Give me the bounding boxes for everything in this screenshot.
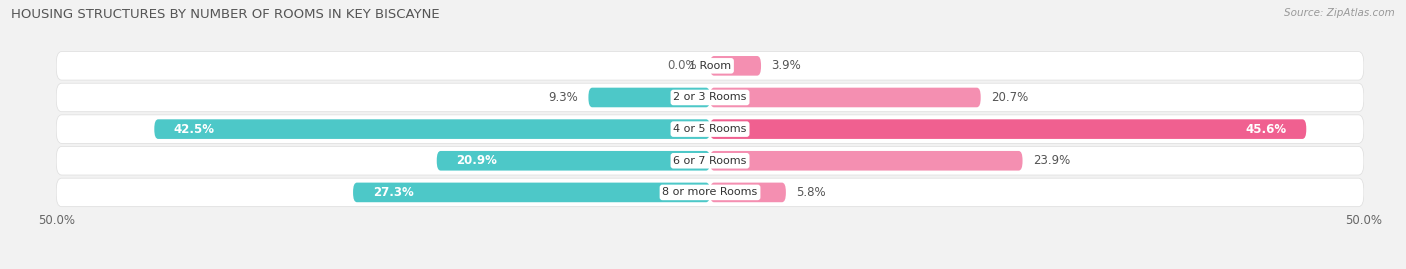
FancyBboxPatch shape (710, 56, 761, 76)
Text: 23.9%: 23.9% (1033, 154, 1070, 167)
FancyBboxPatch shape (710, 183, 786, 202)
FancyBboxPatch shape (56, 52, 1364, 80)
Text: 3.9%: 3.9% (772, 59, 801, 72)
FancyBboxPatch shape (155, 119, 710, 139)
Text: HOUSING STRUCTURES BY NUMBER OF ROOMS IN KEY BISCAYNE: HOUSING STRUCTURES BY NUMBER OF ROOMS IN… (11, 8, 440, 21)
Text: 1 Room: 1 Room (689, 61, 731, 71)
Text: 5.8%: 5.8% (796, 186, 825, 199)
Text: 20.9%: 20.9% (457, 154, 498, 167)
FancyBboxPatch shape (353, 183, 710, 202)
FancyBboxPatch shape (56, 147, 1364, 175)
FancyBboxPatch shape (56, 178, 1364, 207)
Text: 0.0%: 0.0% (668, 59, 697, 72)
Text: 9.3%: 9.3% (548, 91, 578, 104)
FancyBboxPatch shape (56, 83, 1364, 112)
Legend: Owner-occupied, Renter-occupied: Owner-occupied, Renter-occupied (583, 266, 837, 269)
FancyBboxPatch shape (56, 115, 1364, 143)
FancyBboxPatch shape (437, 151, 710, 171)
FancyBboxPatch shape (710, 119, 1306, 139)
FancyBboxPatch shape (589, 88, 710, 107)
Text: 6 or 7 Rooms: 6 or 7 Rooms (673, 156, 747, 166)
FancyBboxPatch shape (710, 151, 1022, 171)
Text: 4 or 5 Rooms: 4 or 5 Rooms (673, 124, 747, 134)
Text: 27.3%: 27.3% (373, 186, 413, 199)
Text: Source: ZipAtlas.com: Source: ZipAtlas.com (1284, 8, 1395, 18)
Text: 20.7%: 20.7% (991, 91, 1028, 104)
Text: 8 or more Rooms: 8 or more Rooms (662, 187, 758, 197)
Text: 42.5%: 42.5% (174, 123, 215, 136)
Text: 2 or 3 Rooms: 2 or 3 Rooms (673, 93, 747, 102)
Text: 45.6%: 45.6% (1246, 123, 1286, 136)
FancyBboxPatch shape (710, 88, 981, 107)
